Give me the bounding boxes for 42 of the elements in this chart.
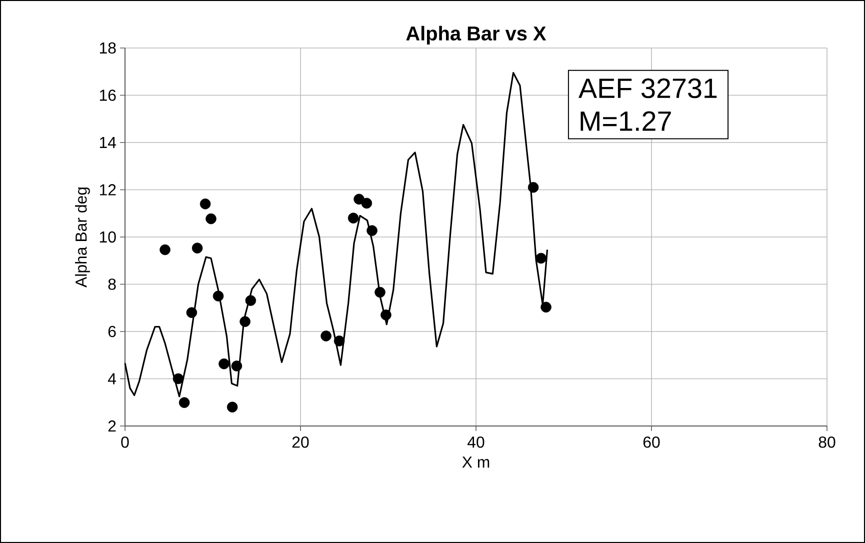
- y-tick-label: 14: [100, 137, 116, 148]
- point: [231, 360, 242, 372]
- x-tick-label: 60: [643, 436, 660, 448]
- chart-title: Alpha Bar vs X: [406, 26, 546, 44]
- point: [240, 316, 250, 327]
- point: [178, 397, 190, 408]
- point: [160, 244, 170, 256]
- point: [212, 290, 224, 302]
- point: [374, 286, 386, 298]
- point: [536, 252, 546, 264]
- point: [540, 302, 552, 313]
- point: [186, 307, 198, 318]
- point: [361, 198, 372, 209]
- y-tick-label: 16: [100, 90, 116, 101]
- y-tick-label: 12: [100, 184, 116, 196]
- point: [334, 336, 345, 346]
- y-tick-label: 6: [108, 326, 116, 338]
- y-axis-title: Alpha Bar deg: [75, 188, 90, 288]
- point: [206, 213, 216, 224]
- point: [245, 295, 256, 306]
- y-tick-label: 8: [108, 278, 116, 290]
- x-axis-title: X m: [462, 456, 490, 468]
- point: [192, 242, 203, 254]
- x-tick-label: 0: [121, 436, 129, 448]
- y-tick-label: 18: [100, 42, 116, 54]
- y-tick-label: 4: [108, 373, 116, 384]
- point: [366, 225, 378, 236]
- point: [218, 358, 230, 370]
- point: [200, 198, 211, 210]
- y-tick-label: 10: [100, 231, 116, 243]
- x-tick-label: 40: [468, 436, 484, 448]
- point: [528, 182, 539, 193]
- annotation: M=1.27: [580, 111, 671, 131]
- point: [172, 373, 184, 384]
- point: [320, 330, 332, 342]
- x-tick-label: 80: [818, 436, 836, 448]
- y-tick-label: 2: [108, 420, 116, 432]
- point: [380, 310, 392, 320]
- annotation: AEF 32731: [578, 78, 717, 98]
- point: [348, 212, 359, 224]
- point: [226, 402, 238, 412]
- x-tick-label: 20: [292, 436, 309, 448]
